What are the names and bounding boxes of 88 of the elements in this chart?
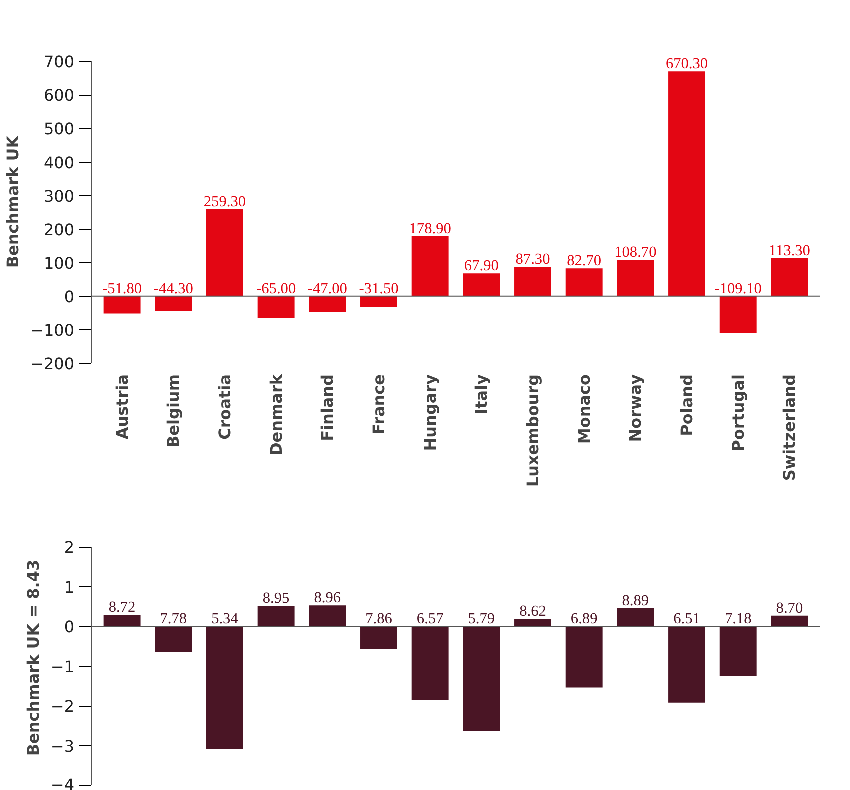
bar [514,619,552,627]
y-tick-label: −2 [50,697,75,716]
bar [360,626,398,650]
bar [155,296,192,312]
annotation: 8.96 [314,590,342,607]
annotation: 8.89 [622,592,650,610]
bar [360,296,398,307]
y-tick-label: 600 [44,86,75,106]
x-tick-label: Luxembourg [524,374,543,488]
y-tick-label: 500 [44,120,75,139]
data-label: 87.30 [516,251,551,268]
y-tick-label: 300 [44,186,75,206]
bar [617,608,654,627]
annotation: 7.18 [724,610,752,628]
x-tick-label: Monaco [574,374,594,444]
data-label: 113.30 [768,242,811,260]
bar [206,626,244,750]
x-tick-label: Denmark [266,374,286,456]
y-tick-label: −1 [50,657,75,676]
y-tick-label: 100 [44,254,75,273]
bar [309,606,346,627]
bar [412,236,449,296]
bar [514,267,552,296]
bar [412,626,449,700]
y-tick-label: −3 [50,736,75,756]
y-axis-title: Benchmark UK = 8.43 [24,560,43,756]
data-label: 259.30 [204,193,246,210]
annotation: 8.95 [262,590,290,607]
data-label: -65.00 [256,280,296,298]
annotation: 8.62 [520,603,546,620]
x-tick-label: Croatia [215,374,234,440]
annotation: 5.79 [468,610,496,628]
y-tick-label: 1 [64,578,75,597]
y-tick-label: 0 [64,618,75,637]
bar [463,626,500,732]
annotation: 8.72 [108,599,136,616]
y-tick-label: −200 [30,354,75,374]
x-tick-label: Switzerland [780,374,800,482]
annotation: 5.34 [212,610,239,628]
y-tick-label: 2 [64,538,75,558]
x-tick-label: Portugal [728,374,748,452]
data-label: 178.90 [409,220,452,238]
bar [206,209,244,296]
bar [771,258,808,296]
bar [720,296,757,334]
bar [720,626,757,676]
bar [104,615,141,627]
y-tick-label: 400 [44,153,75,172]
y-axis-title: Benchmark UK [4,135,23,268]
x-tick-label: Hungary [420,374,440,452]
annotation: 7.86 [366,610,393,628]
data-label: 108.70 [614,244,658,261]
x-tick-label: Finland [318,374,338,442]
annotation: 8.70 [776,600,804,617]
bar [617,260,654,296]
data-label: -44.30 [154,280,194,298]
data-label: -109.10 [714,280,762,298]
annotation: 7.78 [160,610,188,628]
bar [566,626,603,688]
x-tick-label: Poland [678,374,697,436]
bar [668,626,706,703]
annotation: 6.89 [570,610,598,628]
data-label: -47.00 [308,280,348,298]
bar [155,626,192,652]
bar [668,72,706,296]
x-tick-label: Austria [112,374,132,440]
bar [258,606,295,627]
x-tick-label: Italy [472,374,492,415]
annotation: 6.51 [674,610,700,628]
data-label: 670.30 [666,56,708,73]
bar [566,268,603,296]
y-tick-label: 0 [64,287,75,306]
bar [258,296,295,318]
y-tick-label: 200 [44,220,75,240]
bar [463,274,500,296]
data-label: 82.70 [567,252,602,270]
bar [771,616,808,627]
x-tick-label: Norway [626,374,646,442]
data-label: -31.50 [359,280,400,298]
data-label: 67.90 [464,258,500,275]
y-tick-label: 700 [44,52,75,72]
annotation: 6.57 [416,610,444,628]
bar [104,296,141,314]
bar [309,296,346,312]
x-tick-label: Belgium [164,374,184,448]
x-tick-label: France [369,374,388,435]
data-label: -51.80 [102,280,142,298]
y-tick-label: −100 [30,320,75,340]
